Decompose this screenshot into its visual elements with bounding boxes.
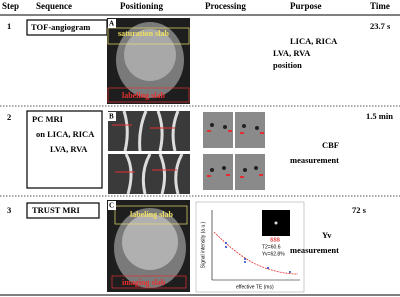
header-cell: Time — [370, 1, 390, 11]
image-label: labeling slab — [130, 210, 173, 219]
sequence: on LICA, RICA — [36, 129, 95, 139]
brain — [122, 214, 178, 270]
fit-curve — [213, 231, 299, 275]
purpose: measurement — [290, 245, 339, 255]
slab — [114, 205, 188, 225]
image-label: labeling slab — [122, 91, 165, 100]
plot-points — [225, 242, 291, 273]
sequence: TOF-angiogram — [31, 22, 90, 32]
purpose: LVA, RVA — [273, 48, 311, 58]
y-axis-label: Signal intensity (a.u.) — [200, 221, 206, 268]
purpose: measurement — [290, 155, 339, 165]
sequence-box — [26, 110, 103, 189]
x-axis-label: effective TE (ms) — [236, 284, 274, 290]
step: 3 — [7, 205, 11, 215]
slab — [107, 27, 190, 45]
panel-label: A — [109, 20, 114, 28]
vessel-spots — [210, 123, 259, 172]
plot-annotation: Yv=62.8% — [262, 251, 285, 257]
panel-label: B — [109, 113, 114, 121]
slab — [107, 87, 190, 103]
purpose: Yv — [322, 230, 332, 240]
header-cell: Sequence — [36, 1, 72, 11]
panel-label-bg — [108, 201, 116, 210]
sequence-box — [26, 202, 100, 219]
brain — [124, 29, 176, 81]
panel-label-bg — [108, 19, 116, 28]
sequence: PC MRI — [32, 114, 64, 124]
sequence: TRUST MRI — [32, 205, 80, 215]
sequence: LVA, RVA — [50, 144, 88, 154]
pc-image — [203, 154, 233, 190]
time: 72 s — [352, 205, 367, 215]
mri-image — [108, 111, 190, 151]
purpose: CBF — [322, 140, 339, 150]
step: 1 — [7, 21, 11, 31]
arrows — [207, 130, 264, 178]
header-cell: Positioning — [120, 1, 164, 11]
time: 23.7 s — [370, 21, 391, 31]
plane-marker — [112, 124, 177, 173]
panel-label: C — [109, 202, 114, 210]
step: 2 — [7, 112, 11, 122]
purpose: position — [273, 60, 302, 70]
header-cell: Purpose — [290, 1, 322, 11]
pc-image — [235, 112, 265, 148]
header-cell: Processing — [205, 1, 246, 11]
slab — [111, 275, 187, 289]
plot-annotation: SSS — [270, 237, 281, 243]
pc-image — [235, 154, 265, 190]
time: 1.5 min — [366, 111, 393, 121]
image-label: imaging slab — [122, 278, 166, 287]
panel-label-bg — [108, 112, 116, 121]
inset-spot — [274, 221, 278, 225]
image-label: saturation slab — [118, 29, 169, 38]
header-cell: Step — [2, 1, 19, 11]
purpose: LICA, RICA — [290, 36, 338, 46]
plot-annotation: T2=60.6 — [262, 244, 281, 250]
